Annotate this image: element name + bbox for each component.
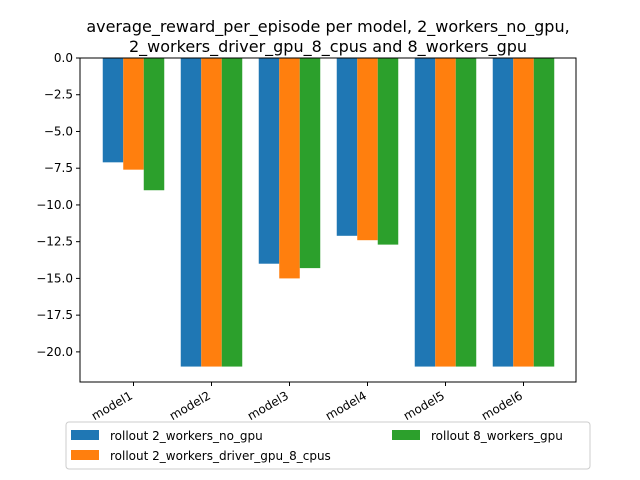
y-tick-label: −5.0	[44, 124, 73, 138]
bar-model2-series-1	[180, 58, 202, 367]
plot-frame	[79, 57, 577, 383]
x-tick-label: model4	[323, 388, 369, 423]
bar-model1-series-1	[102, 58, 124, 163]
bar-model5-series-3	[455, 58, 477, 367]
bar-model5-series-2	[435, 58, 456, 367]
y-tick-label: −12.5	[36, 235, 73, 249]
legend-box	[65, 421, 591, 470]
bar-model3-series-2	[279, 58, 300, 279]
y-tick-label: −2.5	[44, 88, 73, 102]
y-tick-label: −17.5	[36, 308, 73, 322]
bar-model3-series-1	[258, 58, 280, 264]
bar-model6-series-3	[533, 58, 555, 367]
bar-model3-series-3	[299, 58, 321, 269]
y-tick-label: −10.0	[36, 198, 73, 212]
bar-model6-series-1	[492, 58, 514, 367]
y-tick-label: −7.5	[44, 161, 73, 175]
bar-model5-series-1	[414, 58, 436, 367]
legend-label-series-3: rollout 8_workers_gpu	[431, 429, 563, 443]
legend-label-series-2: rollout 2_workers_driver_gpu_8_cpus	[110, 449, 331, 463]
y-tick-label: 0.0	[54, 51, 73, 65]
bar-model1-series-2	[123, 58, 144, 170]
y-tick-label: −20.0	[36, 345, 73, 359]
y-tick-label: −15.0	[36, 271, 73, 285]
x-tick-label: model1	[89, 388, 135, 423]
x-tick-label: model5	[401, 388, 447, 423]
legend-label-series-1: rollout 2_workers_no_gpu	[110, 429, 263, 443]
x-tick-label: model2	[167, 388, 213, 423]
bars	[102, 58, 555, 367]
legend-swatch-series-2	[71, 450, 99, 460]
bar-model2-series-2	[201, 58, 222, 367]
bar-model4-series-3	[377, 58, 399, 245]
chart-title: average_reward_per_episode per model, 2_…	[86, 17, 569, 57]
chart-title-line-2: 2_workers_driver_gpu_8_cpus and 8_worker…	[129, 37, 527, 57]
x-axis: model1 model2 model3 model4 model5 model6	[89, 382, 525, 423]
bar-model2-series-3	[221, 58, 243, 367]
x-tick-label: model6	[479, 388, 525, 423]
bar-model4-series-2	[357, 58, 378, 241]
bar-model4-series-1	[336, 58, 358, 236]
bar-model1-series-3	[143, 58, 165, 191]
legend-swatch-series-1	[71, 430, 99, 440]
x-tick-label: model3	[245, 388, 291, 423]
legend-swatch-series-3	[392, 430, 420, 440]
bar-model6-series-2	[513, 58, 534, 367]
chart-title-line-1: average_reward_per_episode per model, 2_…	[86, 17, 569, 37]
y-axis: 0.0 −2.5 −5.0 −7.5 −10.0 −12.5 −15.0 −17.5 −20.0	[36, 51, 80, 359]
